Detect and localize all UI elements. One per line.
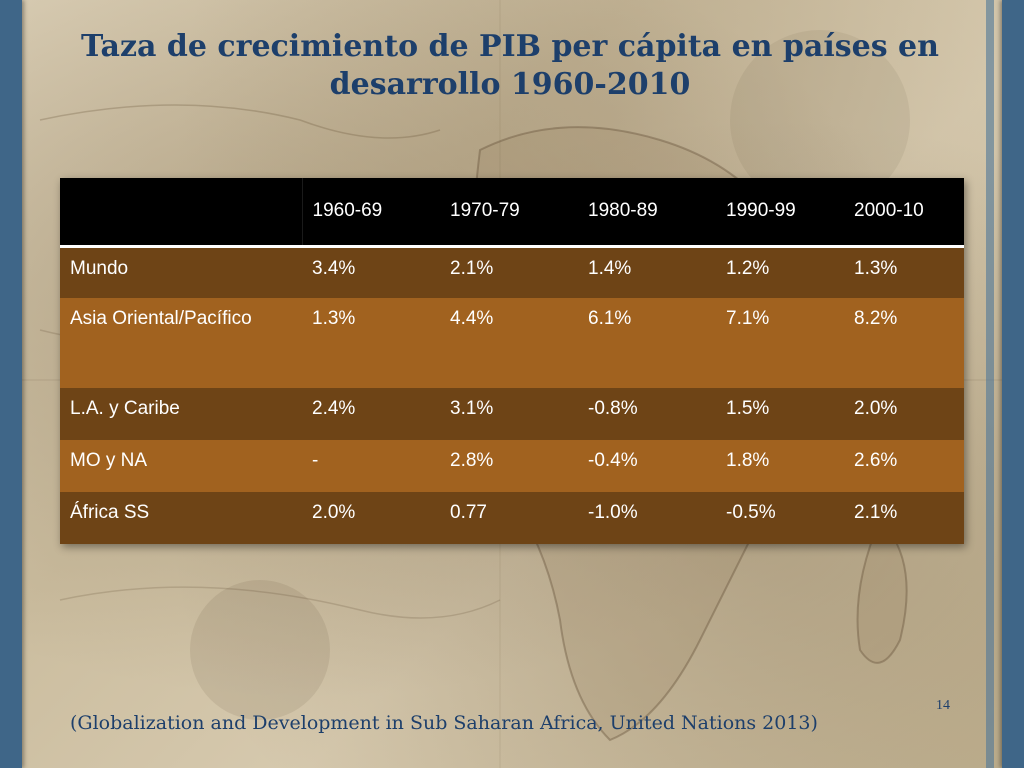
table-cell: -0.5% [726, 502, 776, 523]
table-cell: 1.2% [726, 257, 770, 279]
table-row: MO y NA - 2.8% -0.4% 1.8% 2.6% [60, 440, 964, 492]
column-header-2000-10: 2000-10 [844, 178, 964, 248]
table-cell: 2.8% [450, 450, 494, 471]
table-cell: 2.4% [312, 398, 356, 419]
table-cell: 2.1% [450, 257, 494, 279]
row-label: L.A. y Caribe [70, 398, 180, 419]
table-cell: 1.3% [854, 257, 898, 279]
table-cell: 1.3% [312, 308, 356, 329]
table-cell: 1.5% [726, 398, 770, 419]
table-row: Mundo 3.4% 2.1% 1.4% 1.2% 1.3% [60, 246, 964, 298]
right-frame-border [1002, 0, 1024, 768]
page-number: 14 [936, 698, 950, 713]
row-label: África SS [70, 502, 150, 523]
table-cell: - [312, 450, 319, 471]
column-header-1980-89: 1980-89 [578, 178, 716, 248]
table-cell: 2.1% [854, 502, 898, 523]
table-cell: -0.4% [588, 450, 638, 471]
table-cell: 3.1% [450, 398, 494, 419]
table-header-row: 1960-69 1970-79 1980-89 1990-99 2000-10 [60, 178, 964, 248]
table-cell: 1.8% [726, 450, 770, 471]
row-label: Mundo [70, 257, 129, 279]
table-row: Asia Oriental/Pacífico 1.3% 4.4% 6.1% 7.… [60, 298, 964, 388]
table-row: África SS 2.0% 0.77 -1.0% -0.5% 2.1% [60, 492, 964, 544]
table-cell: 3.4% [312, 257, 356, 279]
column-header-blank [60, 178, 303, 248]
table-cell: 2.0% [854, 398, 898, 419]
slide-title: Taza de crecimiento de PIB per cápita en… [81, 29, 939, 102]
table-cell: 1.4% [588, 257, 632, 279]
gdp-growth-table: 1960-69 1970-79 1980-89 1990-99 2000-10 … [60, 178, 964, 544]
source-citation: (Globalization and Development in Sub Sa… [70, 712, 818, 734]
table-cell: -1.0% [588, 502, 638, 523]
table-cell: 2.6% [854, 450, 898, 471]
right-frame-inner-border [986, 0, 994, 768]
table-cell: 0.77 [450, 502, 487, 523]
table-cell: 7.1% [726, 308, 770, 329]
table-cell: -0.8% [588, 398, 638, 419]
row-label: Asia Oriental/Pacífico [70, 308, 252, 329]
column-header-1960-69: 1960-69 [302, 178, 440, 248]
table-cell: 4.4% [450, 308, 494, 329]
table-cell: 6.1% [588, 308, 632, 329]
table-cell: 2.0% [312, 502, 356, 523]
column-header-1970-79: 1970-79 [440, 178, 578, 248]
table-row: L.A. y Caribe 2.4% 3.1% -0.8% 1.5% 2.0% [60, 388, 964, 440]
table-cell: 8.2% [854, 308, 898, 329]
left-frame-border [0, 0, 22, 768]
column-header-1990-99: 1990-99 [716, 178, 844, 248]
row-label: MO y NA [70, 450, 148, 471]
